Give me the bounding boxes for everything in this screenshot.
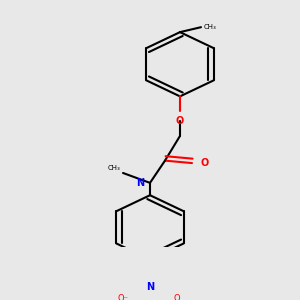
- Text: CH₃: CH₃: [107, 164, 120, 170]
- Text: N: N: [136, 178, 144, 188]
- Text: O: O: [176, 116, 184, 126]
- Text: O⁻: O⁻: [118, 294, 128, 300]
- Text: O: O: [174, 294, 180, 300]
- Text: O: O: [201, 158, 209, 168]
- Text: N: N: [146, 282, 154, 292]
- Text: CH₃: CH₃: [204, 24, 217, 30]
